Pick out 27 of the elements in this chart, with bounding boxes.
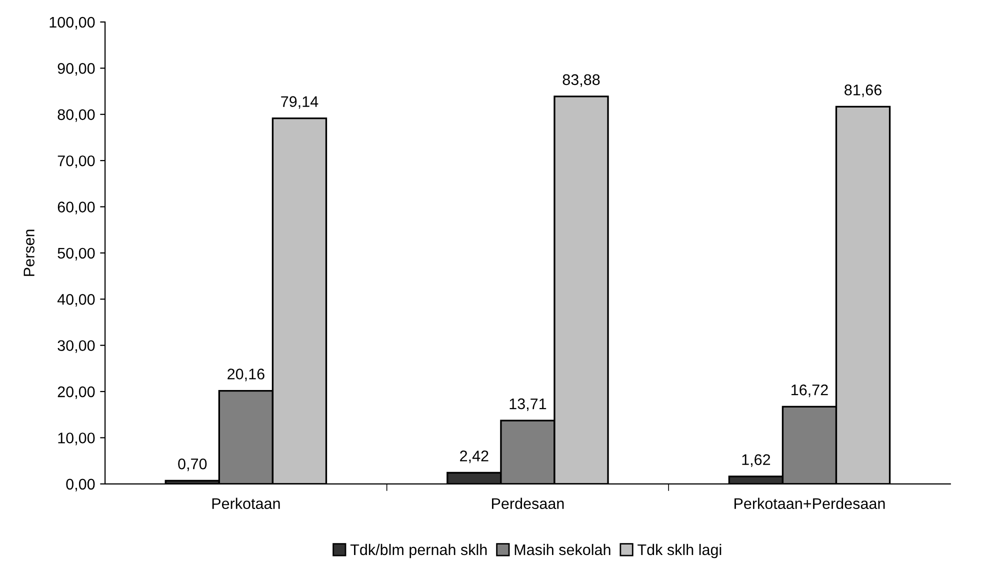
- y-tick-label: 100,00: [50, 16, 95, 30]
- data-label: 13,71: [510, 398, 546, 412]
- x-tick-label: Perkotaan: [212, 498, 280, 510]
- legend-label: Tdk/blm pernah sklh: [350, 544, 487, 558]
- x-tick-label: Perkotaan+Perdesaan: [734, 498, 885, 510]
- data-label: 16,72: [792, 384, 828, 398]
- y-tick-label: 90,00: [58, 63, 95, 76]
- y-tick-label: 20,00: [58, 386, 95, 400]
- y-tick-label: 50,00: [58, 248, 95, 260]
- x-tick-label: Perdesaan: [492, 498, 564, 510]
- data-label: 79,14: [281, 96, 318, 109]
- data-label: 83,88: [562, 74, 600, 87]
- legend-label: Masih sekolah: [514, 544, 610, 556]
- data-label: 20,16: [228, 368, 264, 382]
- y-tick-label: 60,00: [58, 202, 95, 214]
- y-tick-label: 80,00: [58, 109, 95, 122]
- y-axis-title: Persen: [24, 230, 34, 276]
- y-tick-label: 0,00: [66, 478, 95, 492]
- data-label: 81,66: [844, 84, 882, 98]
- y-tick-label: 40,00: [57, 294, 95, 307]
- data-label: 2,42: [460, 450, 488, 464]
- data-label: 1,62: [742, 454, 770, 467]
- y-tick-label: 30,00: [58, 340, 95, 353]
- legend-label: Tdk sklh lagi: [638, 544, 722, 558]
- y-tick-label: 70,00: [58, 155, 95, 168]
- y-tick-label: 10,00: [58, 432, 95, 446]
- data-label: 0,70: [178, 458, 207, 472]
